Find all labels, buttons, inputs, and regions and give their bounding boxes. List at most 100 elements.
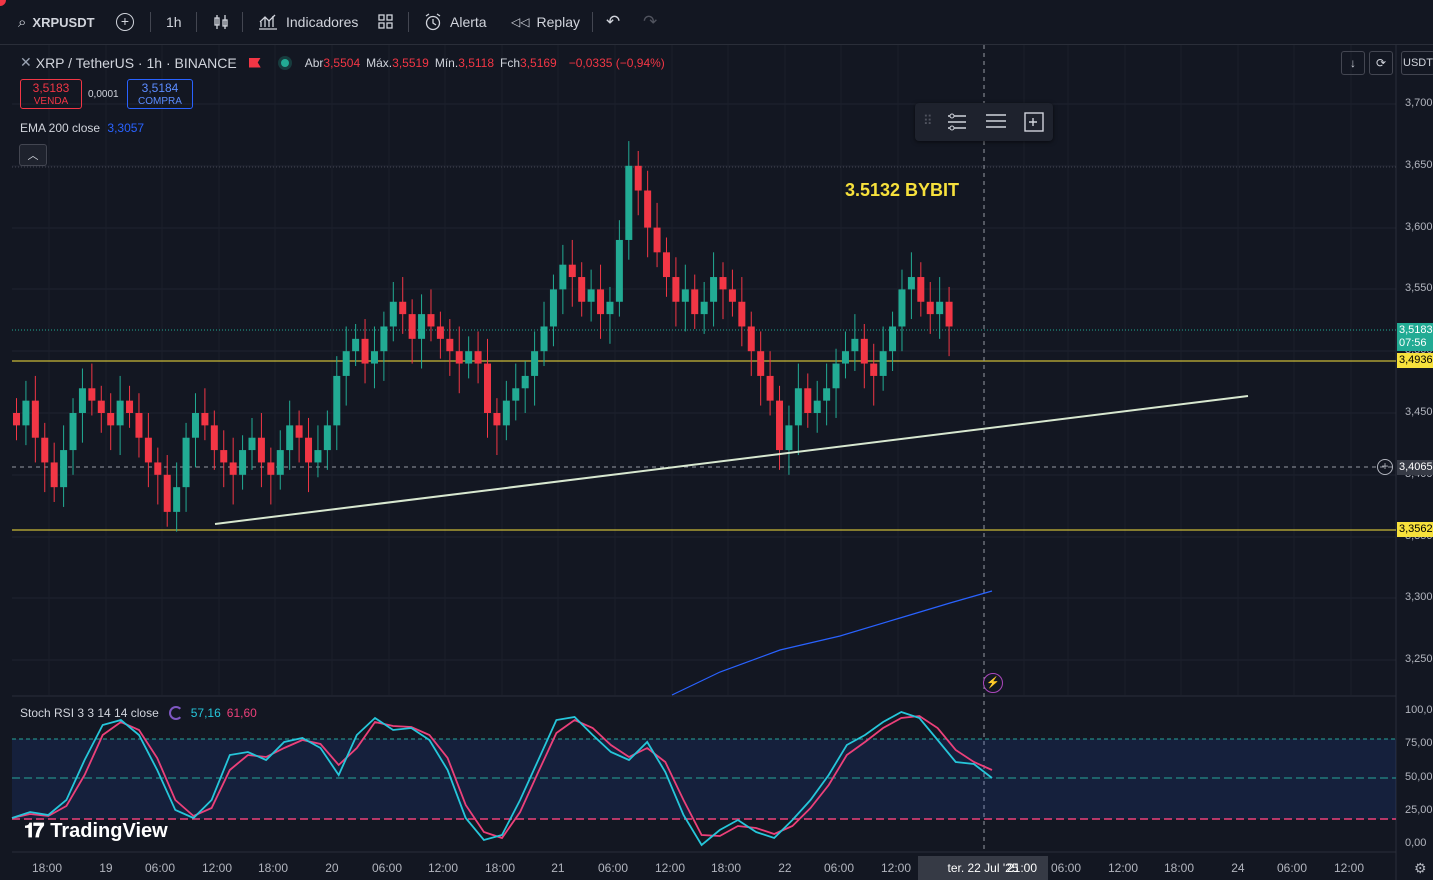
- candle-body: [634, 165, 642, 191]
- candle-body: [606, 301, 614, 315]
- candle-body: [154, 462, 162, 475]
- settings-gear-icon[interactable]: ⚙: [1414, 860, 1427, 876]
- candle-body: [578, 277, 586, 302]
- candle-body: [436, 326, 444, 339]
- time-axis-label: 18:00: [485, 861, 516, 875]
- candle-body: [286, 425, 294, 451]
- time-axis-label: 12:00: [881, 861, 912, 875]
- stoch-label: Stoch RSI 3 3 14 14 close: [20, 706, 159, 720]
- stoch-axis-label: 25,00: [1405, 804, 1433, 816]
- candle-body: [917, 277, 925, 302]
- stoch-axis-label: 75,00: [1405, 737, 1433, 749]
- candle-body: [50, 462, 58, 488]
- time-axis-label: 22: [778, 861, 792, 875]
- candle-body: [512, 388, 520, 401]
- lower-level-tag: 3,3562: [1397, 522, 1433, 537]
- candle-body: [879, 351, 887, 376]
- ema-legend[interactable]: EMA 200 close 3,3057: [20, 121, 144, 135]
- candle-body: [681, 289, 689, 302]
- price-axis-label: 3,6000: [1405, 221, 1433, 233]
- current-price: 3,5183: [1399, 324, 1433, 336]
- time-axis-label: 18:00: [258, 861, 289, 875]
- indicators-button[interactable]: Indicadores: [258, 0, 358, 44]
- symbol-search-button[interactable]: ⌕ XRPUSDT: [18, 0, 95, 44]
- candle-body: [926, 301, 934, 315]
- auto-scale-button[interactable]: ⟳: [1369, 51, 1393, 75]
- redo-button[interactable]: ↷: [643, 0, 657, 44]
- candle-body: [531, 351, 539, 376]
- stoch-axis-label: 100,00: [1405, 704, 1433, 716]
- lightning-alert-icon[interactable]: ⚡: [983, 673, 1003, 693]
- candle-body: [559, 264, 567, 290]
- candle-body: [295, 425, 303, 438]
- stoch-rsi-legend[interactable]: Stoch RSI 3 3 14 14 close 57,16 61,60: [20, 706, 257, 720]
- candle-body: [267, 462, 275, 475]
- candle-body: [700, 301, 708, 315]
- settings-lines-icon[interactable]: [945, 111, 969, 133]
- ohlc-value: 3,5504: [323, 55, 361, 70]
- buy-button[interactable]: 3,5184 COMPRA: [127, 79, 193, 109]
- bybit-price-annotation[interactable]: 3.5132 BYBIT: [845, 180, 960, 200]
- candle-body: [672, 277, 680, 302]
- candle-body: [493, 413, 501, 426]
- candle-body: [776, 400, 784, 451]
- candle-body: [182, 437, 190, 488]
- refresh-icon: ⟳: [1375, 56, 1387, 70]
- price-axis-label: 3,4500: [1405, 406, 1433, 418]
- scroll-to-end-button[interactable]: ↓: [1341, 51, 1365, 75]
- time-axis-label: 12:00: [1334, 861, 1365, 875]
- candle-body: [860, 338, 868, 364]
- ema-label: EMA 200 close: [20, 121, 101, 135]
- candle-body: [126, 400, 134, 413]
- candle-body: [794, 388, 802, 426]
- alert-label: Alerta: [450, 14, 487, 30]
- time-axis-label: 06:00: [1277, 861, 1308, 875]
- drag-handle-icon[interactable]: ⠿: [923, 113, 933, 128]
- compare-button[interactable]: +: [116, 0, 134, 44]
- time-axis-label: 24: [1231, 861, 1245, 875]
- crosshair-price-tag: 3,4065: [1397, 460, 1433, 475]
- buy-label: COMPRA: [138, 96, 182, 107]
- time-axis-label: 19: [99, 861, 113, 875]
- time-axis-label: 06:00: [372, 861, 403, 875]
- candle-body: [615, 239, 623, 302]
- ohlc-key: Fch: [500, 55, 521, 70]
- add-circle-icon: +: [116, 13, 134, 31]
- time-axis-label: 12:00: [428, 861, 459, 875]
- candle-body: [78, 388, 86, 413]
- candle-body: [305, 437, 313, 463]
- replay-button[interactable]: ◁◁ Replay: [511, 0, 580, 44]
- candle-body: [549, 289, 557, 327]
- collapse-legend-button[interactable]: ︿: [19, 144, 47, 166]
- line-style-icon[interactable]: [984, 111, 1008, 133]
- candle-body: [898, 289, 906, 327]
- candle-body: [785, 425, 793, 451]
- symbol-legend: ✕ XRP / TetherUS · 1h · BINANCE Abr3,550…: [20, 54, 665, 71]
- candle-body: [418, 314, 426, 339]
- floating-drawing-toolbar: ⠿: [915, 103, 1053, 141]
- candle-body: [691, 289, 699, 315]
- tradingview-logo[interactable]: 𝟏𝟕 TradingView: [24, 820, 168, 843]
- flag-icon[interactable]: [248, 57, 261, 68]
- layouts-button[interactable]: [377, 0, 395, 44]
- object-tree-icon[interactable]: [1022, 110, 1046, 134]
- sell-button[interactable]: 3,5183 VENDA: [20, 79, 82, 109]
- add-alert-plus-icon[interactable]: +: [1377, 459, 1393, 475]
- candle-body: [31, 400, 39, 438]
- time-axis-label: 06:00: [145, 861, 176, 875]
- time-axis-label: 12:00: [202, 861, 233, 875]
- current-price-tag: 3,5183 07:56: [1397, 323, 1433, 351]
- candle-body: [804, 388, 812, 413]
- undo-button[interactable]: ↶: [606, 0, 620, 44]
- chart-type-button[interactable]: [212, 0, 230, 44]
- currency-button[interactable]: USDT: [1401, 51, 1433, 75]
- candle-body: [380, 326, 388, 352]
- interval-button[interactable]: 1h: [166, 0, 182, 44]
- rewind-icon: ◁◁: [511, 15, 530, 29]
- price-axis-label: 3,6500: [1405, 159, 1433, 171]
- alert-button[interactable]: Alerta: [423, 0, 487, 44]
- notification-dot[interactable]: [0, 0, 6, 6]
- candle-body: [728, 289, 736, 302]
- logo-text: TradingView: [50, 820, 168, 842]
